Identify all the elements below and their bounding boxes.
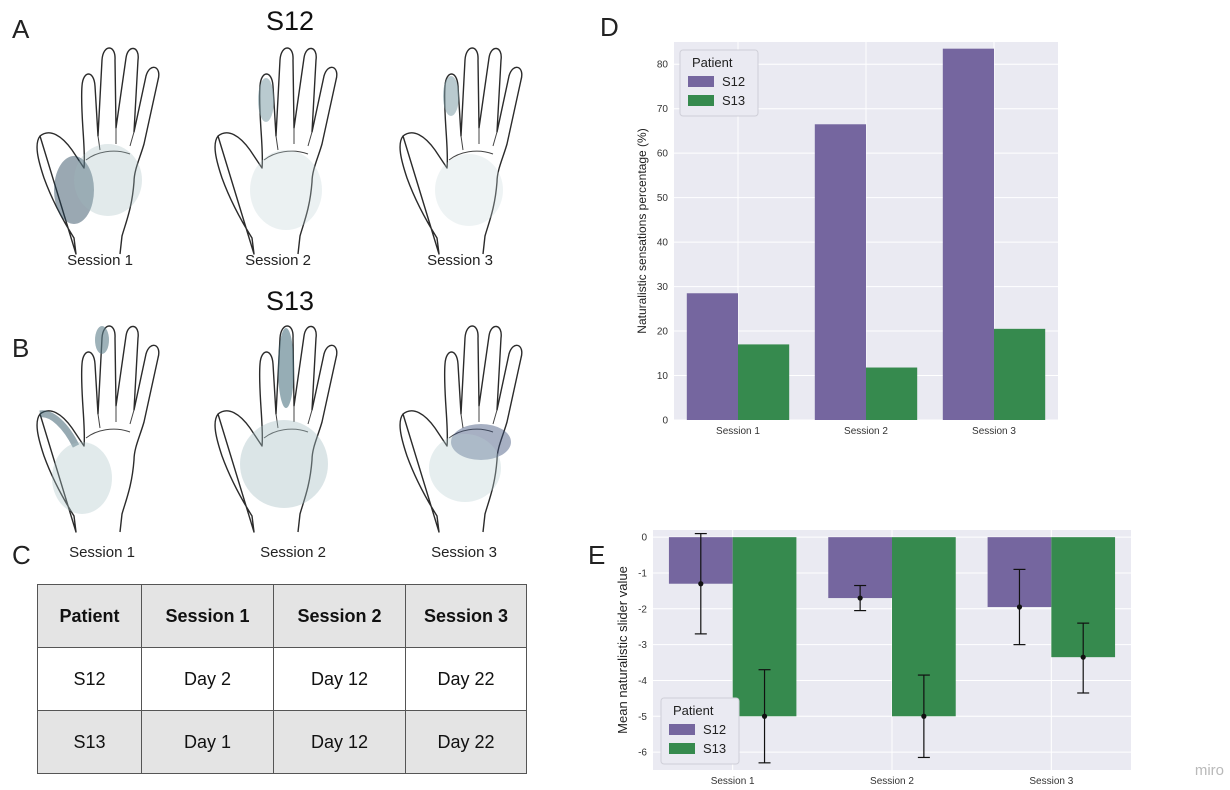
table-cell: Day 22 bbox=[405, 647, 527, 711]
legend-title: Patient bbox=[673, 703, 714, 718]
mean-point bbox=[1016, 604, 1023, 610]
legend-label: S13 bbox=[722, 93, 745, 108]
y-axis-label: Mean naturalistic slider value bbox=[615, 566, 630, 734]
mean-point bbox=[761, 713, 768, 719]
table-header: Session 2 bbox=[273, 584, 406, 648]
table-cell: Day 12 bbox=[273, 710, 406, 774]
table-cell: S13 bbox=[37, 710, 142, 774]
s13-caption-session2: Session 2 bbox=[260, 544, 326, 561]
s12-title: S12 bbox=[266, 6, 315, 36]
s12-caption-session3: Session 3 bbox=[427, 252, 493, 269]
table-header: Session 1 bbox=[141, 584, 274, 648]
session-days-table: Patient Session 1 Session 2 Session 3 S1… bbox=[37, 584, 527, 774]
x-tick-label: Session 3 bbox=[1029, 776, 1073, 787]
x-tick-label: Session 1 bbox=[716, 426, 760, 437]
x-tick-label: Session 2 bbox=[870, 776, 914, 787]
s12-caption-session2: Session 2 bbox=[245, 252, 311, 269]
y-tick-label: 80 bbox=[657, 60, 669, 71]
legend-swatch-s13 bbox=[688, 95, 714, 106]
y-tick-label: 60 bbox=[657, 149, 669, 160]
legend-title: Patient bbox=[692, 55, 733, 70]
y-tick-label: 0 bbox=[662, 416, 668, 427]
y-tick-label: 50 bbox=[657, 193, 669, 204]
bar-s13 bbox=[994, 328, 1046, 420]
chart-d-naturalistic-percentage: 0 10 20 30 40 50 60 70 80 Session 1 Session 2 Sessi… bbox=[635, 42, 1058, 437]
table-row: S13 Day 1 Day 12 Day 22 bbox=[37, 710, 527, 774]
hand-s13-session2 bbox=[200, 318, 350, 543]
s13-caption-session1: Session 1 bbox=[69, 544, 135, 561]
legend-swatch-s12 bbox=[669, 724, 695, 735]
mean-point bbox=[921, 713, 927, 719]
y-tick-label: -3 bbox=[638, 640, 647, 651]
table-cell: Day 22 bbox=[405, 710, 527, 774]
legend-label: S13 bbox=[703, 741, 726, 756]
legend-swatch-s12 bbox=[688, 76, 714, 87]
x-tick-label: Session 2 bbox=[844, 426, 888, 437]
panel-label-c: C bbox=[12, 540, 31, 570]
y-tick-label: -4 bbox=[638, 676, 647, 687]
legend: Patient S12 S13 bbox=[679, 49, 759, 117]
bar-s13 bbox=[866, 367, 918, 420]
s12-caption-session1: Session 1 bbox=[67, 252, 133, 269]
x-tick-label: Session 3 bbox=[972, 426, 1016, 437]
mean-point bbox=[698, 581, 704, 587]
mean-point bbox=[1080, 654, 1086, 660]
y-axis-label: Naturalistic sensations percentage (%) bbox=[635, 128, 649, 333]
chart-e-slider-value: 0 -1 -2 -3 -4 -5 -6 Session 1 Session 2 Session 3… bbox=[615, 530, 1131, 787]
table-cell: S12 bbox=[37, 647, 142, 711]
y-tick-label: -6 bbox=[638, 748, 647, 759]
table-header-row: Patient Session 1 Session 2 Session 3 bbox=[37, 584, 527, 648]
y-tick-label: 0 bbox=[641, 533, 647, 544]
bar-s12 bbox=[942, 48, 994, 420]
y-tick-label: 70 bbox=[657, 104, 669, 115]
panel-label-b: B bbox=[12, 333, 30, 363]
legend-swatch-s13 bbox=[669, 743, 695, 754]
table-row: S12 Day 2 Day 12 Day 22 bbox=[37, 647, 527, 711]
x-tick-label: Session 1 bbox=[711, 776, 755, 787]
panel-label-e: E bbox=[588, 540, 606, 570]
hand-s13-session3 bbox=[385, 318, 535, 543]
hand-s12-session3 bbox=[385, 40, 535, 265]
hand-s13-session1 bbox=[22, 318, 172, 543]
watermark-text: miro bbox=[1194, 762, 1224, 779]
bar-s12 bbox=[686, 293, 738, 420]
bar-s13 bbox=[738, 344, 790, 420]
bar-s12 bbox=[814, 124, 866, 420]
table-header: Session 3 bbox=[405, 584, 527, 648]
y-tick-label: 40 bbox=[657, 238, 669, 249]
hand-s12-session1 bbox=[22, 40, 172, 265]
y-tick-label: 20 bbox=[657, 327, 669, 338]
legend: Patient S12 S13 bbox=[660, 697, 740, 765]
table-cell: Day 12 bbox=[273, 647, 406, 711]
y-tick-label: -1 bbox=[638, 568, 647, 579]
mean-point bbox=[857, 595, 863, 601]
hand-s12-session2 bbox=[200, 40, 350, 265]
panel-label-d: D bbox=[600, 12, 619, 42]
y-tick-label: 30 bbox=[657, 282, 669, 293]
y-tick-label: -2 bbox=[638, 604, 647, 615]
panel-label-a: A bbox=[12, 14, 30, 44]
table-cell: Day 1 bbox=[141, 710, 274, 774]
legend-label: S12 bbox=[703, 722, 726, 737]
s13-caption-session3: Session 3 bbox=[431, 544, 497, 561]
s13-title: S13 bbox=[266, 286, 315, 316]
table-header: Patient bbox=[37, 584, 142, 648]
y-tick-label: 10 bbox=[657, 371, 669, 382]
table-cell: Day 2 bbox=[141, 647, 274, 711]
legend-label: S12 bbox=[722, 74, 745, 89]
y-tick-label: -5 bbox=[638, 712, 647, 723]
